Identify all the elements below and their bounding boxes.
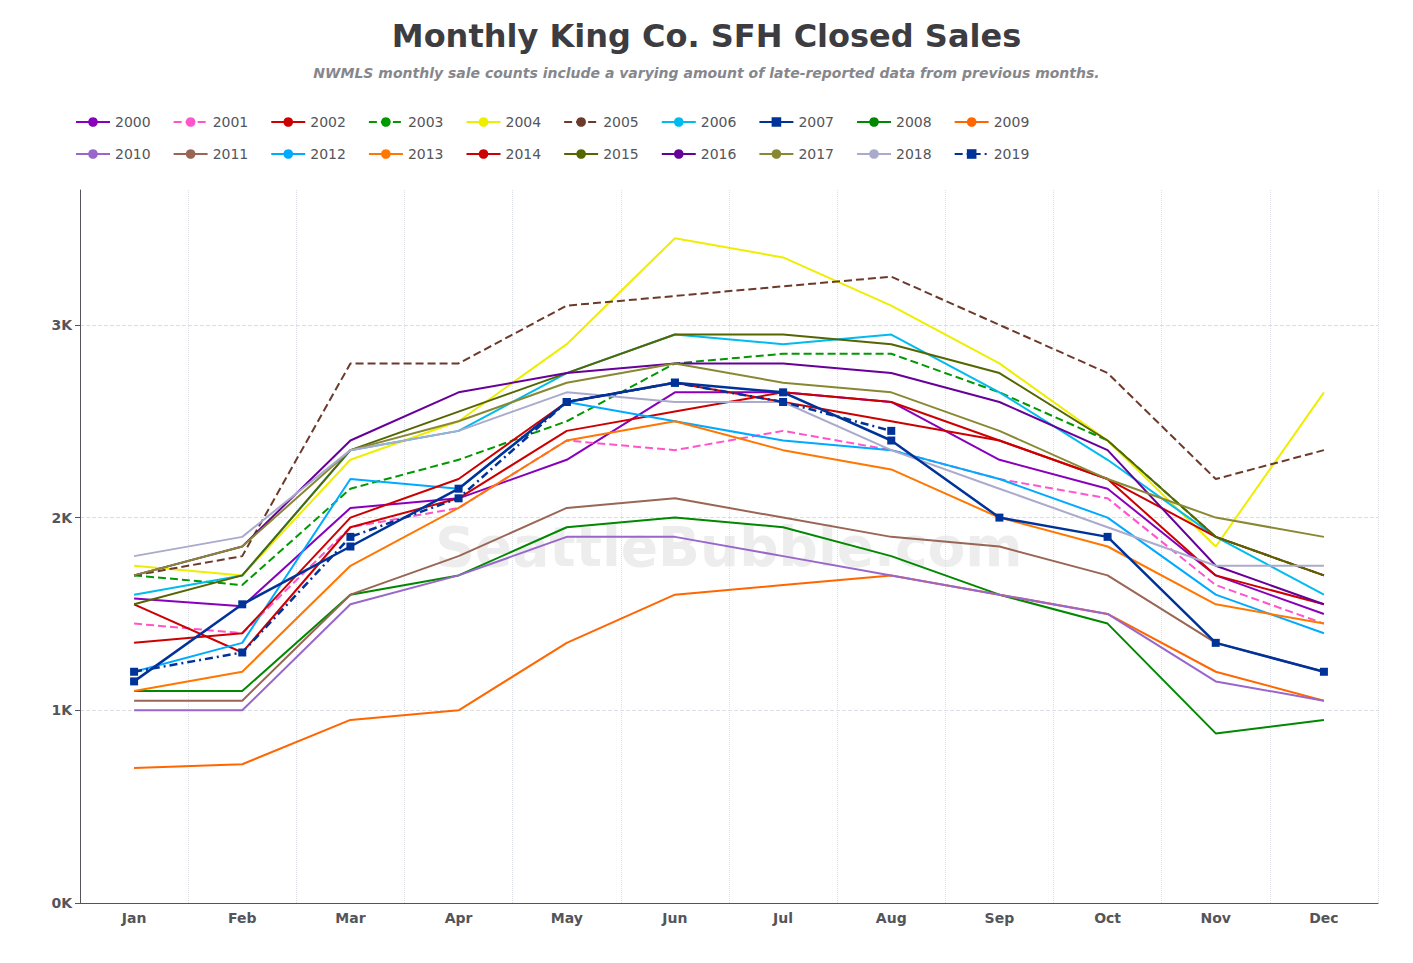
svg-text:2007: 2007 — [798, 114, 834, 130]
svg-text:May: May — [551, 910, 583, 926]
svg-text:Mar: Mar — [335, 910, 365, 926]
svg-text:2K: 2K — [51, 510, 73, 526]
svg-text:1K: 1K — [51, 702, 73, 718]
svg-text:Dec: Dec — [1309, 910, 1338, 926]
svg-text:Monthly King Co. SFH Closed Sa: Monthly King Co. SFH Closed Sales — [392, 17, 1021, 55]
svg-text:Jun: Jun — [661, 910, 687, 926]
svg-text:Oct: Oct — [1094, 910, 1121, 926]
svg-text:Apr: Apr — [445, 910, 473, 926]
svg-text:2016: 2016 — [701, 146, 737, 162]
svg-text:2013: 2013 — [408, 146, 444, 162]
svg-text:2000: 2000 — [115, 114, 151, 130]
svg-text:2003: 2003 — [408, 114, 444, 130]
svg-text:0K: 0K — [51, 895, 73, 911]
svg-text:2019: 2019 — [994, 146, 1030, 162]
svg-text:3K: 3K — [51, 317, 73, 333]
svg-text:2002: 2002 — [310, 114, 346, 130]
svg-text:2006: 2006 — [701, 114, 737, 130]
svg-text:2015: 2015 — [603, 146, 639, 162]
svg-text:2004: 2004 — [506, 114, 542, 130]
svg-text:2012: 2012 — [310, 146, 346, 162]
svg-text:2014: 2014 — [506, 146, 542, 162]
svg-text:Sep: Sep — [985, 910, 1015, 926]
svg-text:Jan: Jan — [121, 910, 147, 926]
svg-text:2011: 2011 — [213, 146, 249, 162]
svg-text:2001: 2001 — [213, 114, 249, 130]
svg-text:Feb: Feb — [228, 910, 257, 926]
svg-text:Jul: Jul — [772, 910, 793, 926]
svg-text:2017: 2017 — [798, 146, 834, 162]
svg-text:2005: 2005 — [603, 114, 639, 130]
svg-text:2018: 2018 — [896, 146, 932, 162]
svg-text:Aug: Aug — [876, 910, 907, 926]
svg-text:2008: 2008 — [896, 114, 932, 130]
svg-text:NWMLS monthly sale counts incl: NWMLS monthly sale counts include a vary… — [313, 65, 1099, 81]
svg-text:2009: 2009 — [994, 114, 1030, 130]
svg-text:Nov: Nov — [1201, 910, 1231, 926]
svg-text:2010: 2010 — [115, 146, 151, 162]
